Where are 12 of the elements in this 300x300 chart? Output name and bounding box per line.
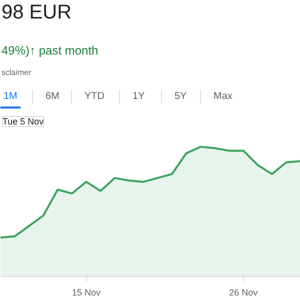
- text: 5Y: [174, 91, 188, 102]
- text: 1M: [4, 91, 18, 102]
- x-tick-label: 15 Nov: [72, 288, 101, 298]
- x-tick-label: 26 Nov: [229, 288, 258, 298]
- text: 6M: [46, 91, 60, 102]
- text: sclaimer: [2, 68, 32, 77]
- text: Tue 5 Nov: [2, 116, 44, 126]
- chart-subtitle: 49%)↑ past month: [2, 44, 98, 58]
- text: YTD: [84, 91, 104, 102]
- text: 1Y: [132, 91, 146, 102]
- text: Max: [214, 91, 232, 102]
- chart-title: 98 EUR: [2, 2, 72, 24]
